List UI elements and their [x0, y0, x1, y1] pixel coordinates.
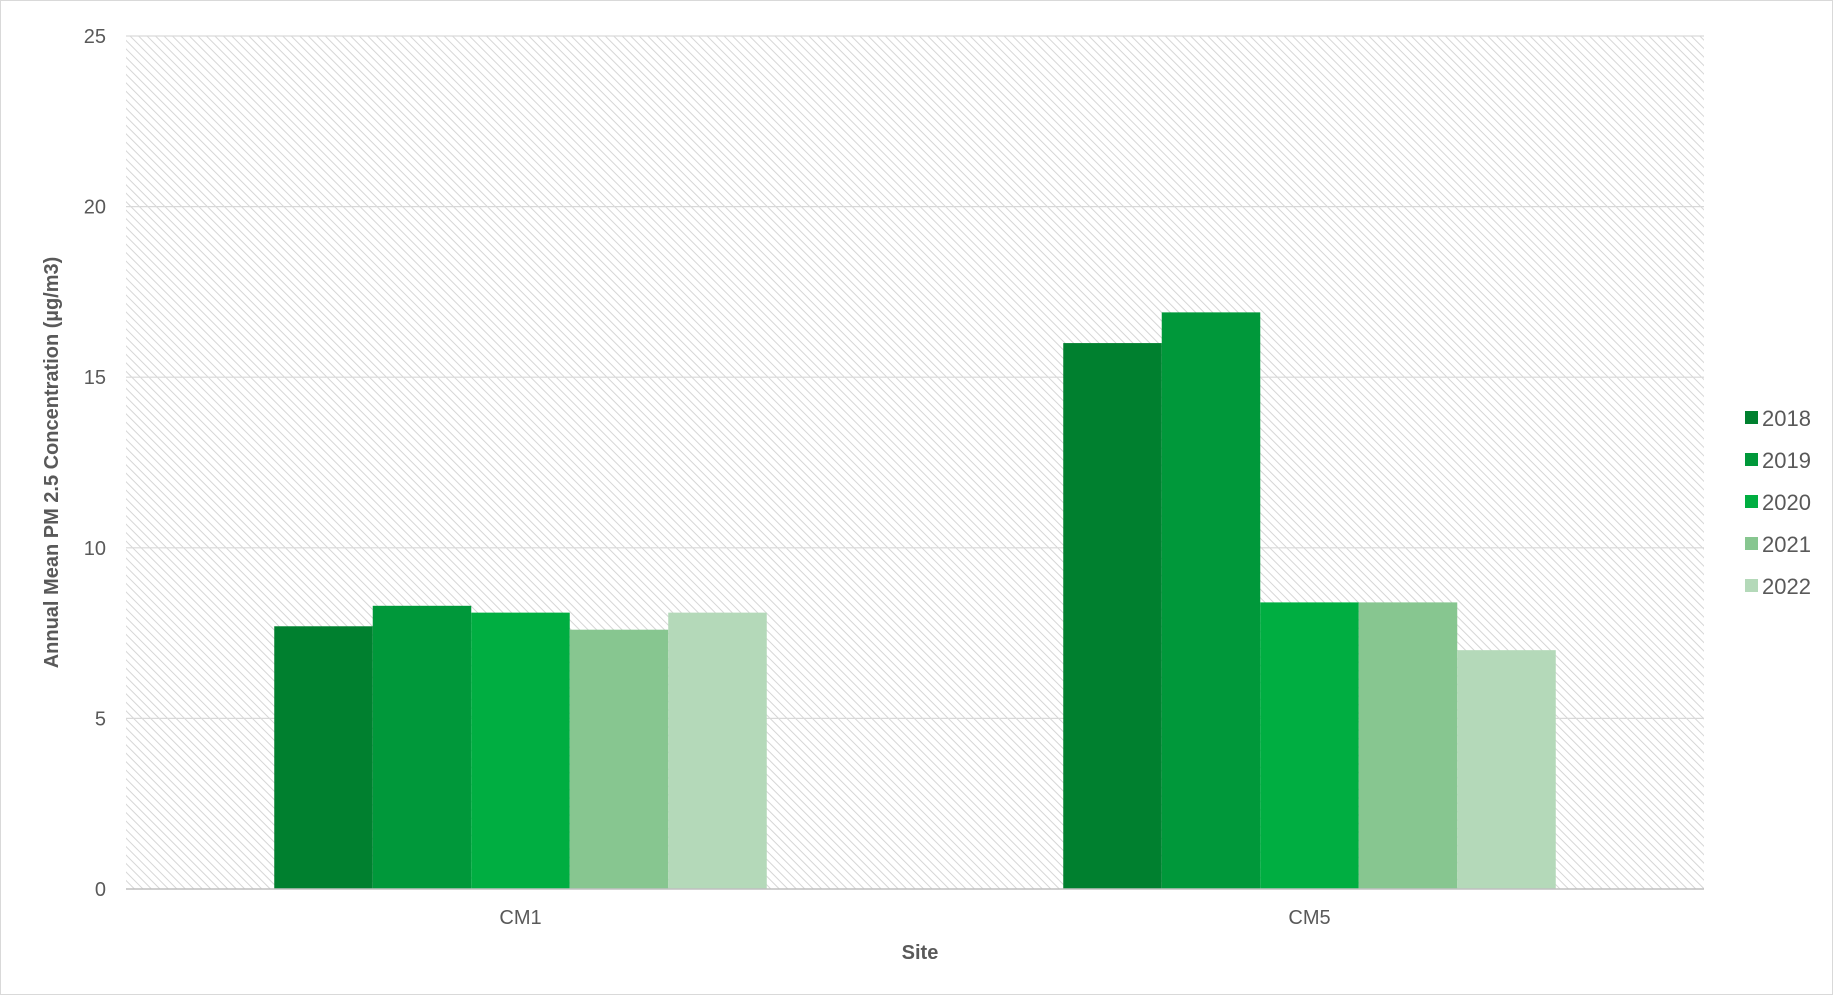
legend-swatch-2020: [1745, 495, 1758, 508]
bar-cm1-2022: [668, 612, 767, 889]
y-tick-label: 0: [95, 879, 106, 901]
bar-cm5-2021: [1358, 602, 1458, 889]
x-axis-ticks: CM1 CM5: [499, 907, 1330, 929]
bars: [274, 312, 1556, 890]
legend: 2018 2019 2020 2021 2022: [1745, 406, 1811, 599]
x-tick-label: CM1: [499, 907, 541, 929]
bar-cm5-2020: [1260, 602, 1359, 889]
bar-cm1-2020: [471, 612, 570, 889]
bar-cm5-2019: [1161, 312, 1261, 889]
y-axis-title: Annual Mean PM 2.5 Concentration (µg/m3): [41, 257, 63, 669]
y-tick-label: 10: [84, 538, 106, 560]
bar-cm5-2018: [1063, 343, 1162, 890]
y-axis-ticks: 0 5 10 15 20 25: [84, 26, 106, 901]
y-tick-label: 25: [84, 26, 106, 48]
legend-label-2019: 2019: [1762, 448, 1811, 473]
legend-label-2020: 2020: [1762, 490, 1811, 515]
legend-swatch-2019: [1745, 453, 1758, 466]
legend-swatch-2021: [1745, 537, 1758, 550]
y-tick-label: 15: [84, 367, 106, 389]
x-tick-label: CM5: [1288, 907, 1330, 929]
legend-swatch-2022: [1745, 579, 1758, 592]
bar-cm1-2021: [569, 629, 669, 889]
y-tick-label: 5: [95, 708, 106, 730]
bar-cm1-2019: [372, 605, 472, 889]
legend-label-2021: 2021: [1762, 532, 1811, 557]
legend-swatch-2018: [1745, 411, 1758, 424]
bar-cm5-2022: [1457, 650, 1556, 889]
bar-cm1-2018: [274, 626, 373, 889]
x-axis-title: Site: [902, 942, 939, 964]
legend-label-2022: 2022: [1762, 574, 1811, 599]
legend-label-2018: 2018: [1762, 406, 1811, 431]
y-tick-label: 20: [84, 197, 106, 219]
